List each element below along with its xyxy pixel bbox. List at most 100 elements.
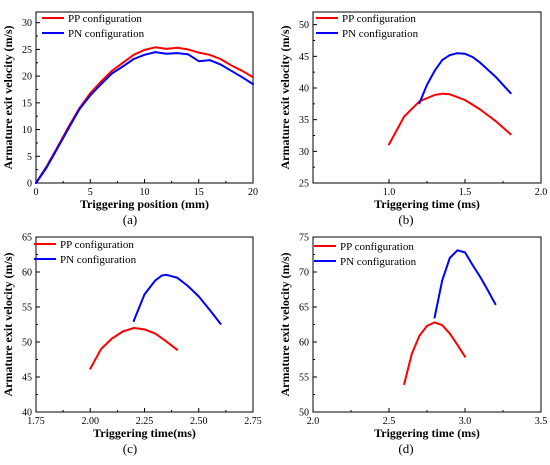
x-axis-label: Triggering time (ms) — [374, 197, 480, 211]
y-axis-label: Armature exit velocity (m/s) — [1, 25, 15, 169]
data-point — [89, 367, 92, 370]
y-tick-label: 35 — [299, 115, 309, 126]
legend-label: PP configuration — [60, 239, 134, 251]
data-point — [230, 69, 233, 72]
y-tick-label: 25 — [299, 179, 309, 190]
x-tick-label: 5 — [88, 187, 93, 198]
panel-1: 0 5 10 15 20 0 5 10 15 20 25 30 Triggering position … — [1, 11, 258, 227]
data-point — [165, 52, 168, 55]
panel-label: (c) — [123, 441, 137, 456]
data-point — [121, 330, 124, 333]
data-point — [219, 322, 222, 325]
data-point — [479, 108, 482, 111]
data-point — [100, 83, 102, 86]
data-point — [197, 295, 200, 298]
x-tick-label: 1.0 — [383, 187, 396, 198]
x-axis-label: Triggering time(ms) — [93, 426, 196, 440]
data-point — [187, 53, 189, 56]
data-point — [121, 65, 124, 68]
data-point — [35, 182, 37, 184]
series-line-pp — [89, 327, 178, 370]
data-point — [100, 80, 102, 83]
data-point — [143, 328, 146, 331]
y-tick-label: 50 — [22, 338, 32, 349]
x-tick-label: 2.25 — [136, 416, 154, 427]
y-tick-label: 70 — [299, 268, 309, 279]
data-point — [78, 108, 81, 111]
data-point — [197, 51, 200, 54]
data-point — [433, 94, 436, 96]
data-point — [494, 120, 497, 122]
data-point — [219, 58, 222, 60]
y-axis-label: Armature exit velocity (m/s) — [278, 252, 292, 396]
data-point — [208, 59, 211, 61]
data-point — [45, 166, 48, 168]
data-point — [433, 70, 436, 72]
data-point — [479, 61, 482, 64]
data-point — [426, 325, 428, 327]
legend: PP configuration PN configuration — [34, 239, 137, 266]
series-line-pn — [35, 51, 254, 184]
data-point — [388, 143, 390, 146]
data-point — [241, 76, 244, 79]
y-tick-label: 30 — [299, 147, 309, 158]
data-point — [456, 52, 459, 55]
data-point — [208, 308, 211, 311]
y-tick-label: 40 — [22, 408, 32, 419]
x-tick-label: 10 — [140, 187, 150, 198]
legend: PP configuration PN configuration — [42, 13, 145, 40]
data-point — [486, 289, 489, 292]
x-tick-label: 3.0 — [459, 416, 472, 427]
x-tick-label: 2.0 — [307, 416, 320, 427]
data-point — [464, 99, 466, 101]
data-point — [479, 276, 482, 278]
data-point — [111, 69, 113, 72]
y-tick-label: 50 — [299, 20, 309, 31]
data-point — [433, 321, 436, 324]
legend-label: PN configuration — [340, 256, 417, 268]
x-tick-label: 3.5 — [535, 416, 548, 427]
x-tick-label: 1.5 — [459, 187, 472, 198]
data-point — [448, 332, 451, 335]
data-point — [176, 52, 178, 55]
y-tick-label: 55 — [22, 303, 32, 314]
data-point — [154, 279, 157, 282]
data-point — [100, 348, 102, 350]
data-point — [143, 293, 146, 296]
data-point — [56, 146, 59, 149]
data-point — [448, 257, 451, 259]
y-tick-label: 20 — [22, 72, 32, 83]
panel-label: (d) — [398, 441, 413, 456]
data-point — [410, 353, 413, 355]
y-tick-label: 55 — [299, 373, 309, 384]
y-tick-label: 0 — [27, 179, 32, 190]
data-point — [241, 69, 244, 72]
x-tick-label: 1.75 — [27, 416, 45, 427]
panel-2: 1.0 1.5 2.0 25 30 35 40 45 50 Triggering time (ms… — [278, 11, 547, 227]
data-point — [132, 53, 135, 56]
data-point — [448, 93, 451, 96]
y-tick-label: 5 — [27, 152, 32, 163]
data-point — [464, 355, 466, 358]
data-point — [403, 383, 406, 385]
data-point — [418, 102, 421, 105]
y-axis-label: Armature exit velocity (m/s) — [1, 252, 15, 396]
data-point — [197, 60, 200, 63]
data-point — [165, 273, 168, 276]
data-point — [418, 334, 421, 337]
data-point — [208, 53, 211, 56]
series-line-pp — [388, 92, 512, 146]
y-tick-label: 40 — [299, 84, 309, 95]
y-tick-label: 60 — [299, 338, 309, 349]
x-tick-label: 15 — [194, 187, 204, 198]
y-tick-label: 30 — [22, 18, 32, 29]
panel-3: 1.75 2.00 2.25 2.50 2.75 40 45 50 55 60 65 Triggeri… — [1, 233, 262, 457]
data-point — [154, 51, 157, 53]
y-tick-label: 15 — [22, 98, 32, 109]
data-point — [456, 343, 459, 346]
y-tick-label: 75 — [299, 233, 309, 244]
data-point — [154, 46, 157, 49]
data-point — [464, 251, 466, 254]
data-point — [176, 276, 178, 279]
data-point — [187, 48, 189, 51]
